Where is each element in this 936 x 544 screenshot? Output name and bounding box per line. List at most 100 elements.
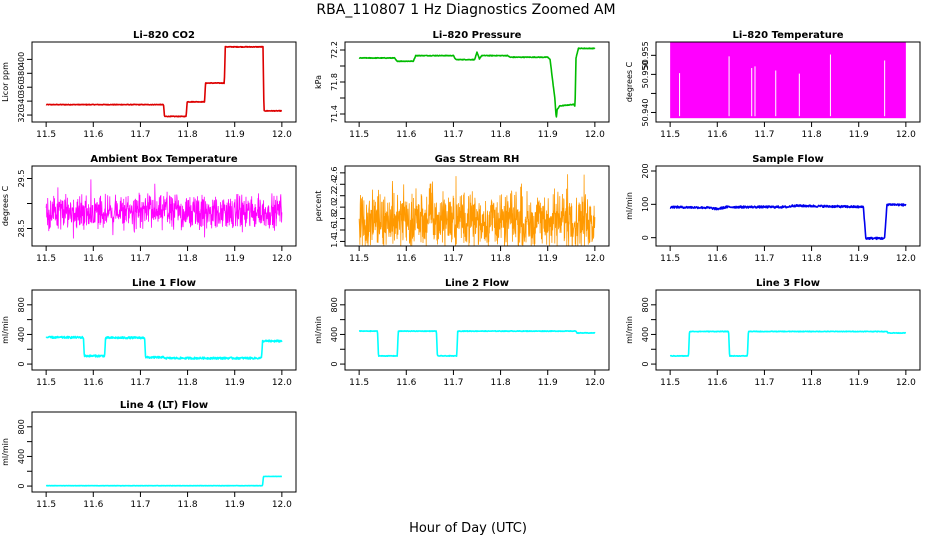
y-tick-label: 800	[330, 297, 339, 312]
x-tick-label: 12.0	[896, 254, 916, 264]
data-series-group	[670, 42, 906, 119]
x-tick-label: 11.6	[83, 254, 103, 264]
data-series-group	[358, 174, 596, 246]
x-tick-label: 11.5	[660, 378, 680, 388]
x-tick-label: 11.6	[707, 378, 727, 388]
chart-title: Line 3 Flow	[756, 278, 820, 289]
chart-panel-2: Li–820 Pressure kPa 11.5 11.6 11.7 11.8 11.9 12…	[314, 30, 610, 140]
data-series	[45, 179, 283, 239]
data-series-group	[45, 179, 283, 239]
x-tick-label: 11.8	[802, 378, 822, 388]
y-tick-label: 200	[641, 163, 650, 178]
y-tick-label: 100	[641, 197, 650, 212]
y-tick-label: 800	[17, 297, 26, 312]
y-tick-label: 2.2	[330, 189, 339, 202]
chart-title: Li–820 Pressure	[433, 30, 522, 41]
data-series	[358, 47, 596, 118]
x-tick-label: 11.8	[491, 130, 511, 140]
chart-title: Li–820 Temperature	[732, 30, 843, 41]
chart-title: Line 2 Flow	[445, 278, 509, 289]
data-series	[45, 335, 283, 360]
x-tick-label: 11.5	[36, 254, 56, 264]
x-tick-label: 11.5	[36, 500, 56, 510]
y-tick-label: 320	[17, 107, 26, 122]
x-tick-label: 11.9	[849, 378, 869, 388]
x-tick-label: 11.9	[225, 254, 245, 264]
y-tick-label: 50.950	[641, 60, 650, 88]
plot-frame	[344, 289, 610, 371]
chart-title: Line 4 (LT) Flow	[120, 400, 208, 411]
data-series-group	[358, 329, 596, 358]
y-tick-label: 1.6	[330, 224, 339, 237]
x-tick-label: 11.7	[130, 254, 150, 264]
data-band	[670, 42, 906, 119]
figure-xlabel: Hour of Day (UTC)	[409, 521, 527, 536]
x-tick-label: 11.5	[349, 130, 369, 140]
x-tick-label: 12.0	[585, 254, 605, 264]
x-tick-label: 11.8	[491, 254, 511, 264]
chart-title: Line 1 Flow	[132, 278, 196, 289]
chart-title: Sample Flow	[752, 154, 824, 165]
x-tick-label: 11.5	[36, 378, 56, 388]
panels-group: Li–820 CO2 Licor ppm 11.5 11.6 11.7 11.8 11.9 1…	[1, 30, 921, 510]
x-tick-label: 11.9	[225, 130, 245, 140]
chart-panel-1: Li–820 CO2 Licor ppm 11.5 11.6 11.7 11.8 11.9 1…	[1, 30, 297, 140]
x-tick-label: 11.7	[443, 130, 463, 140]
x-tick-label: 11.9	[225, 378, 245, 388]
x-tick-label: 11.6	[83, 378, 103, 388]
y-tick-label: 2.0	[330, 201, 339, 214]
plot-frame	[31, 289, 297, 371]
x-tick-label: 11.8	[178, 500, 198, 510]
data-series-group	[669, 330, 907, 358]
y-tick-label: 72.2	[330, 41, 339, 59]
data-series-group	[45, 45, 283, 118]
y-tick-label: 1.4	[330, 235, 339, 248]
y-tick-label: 0	[641, 235, 650, 240]
data-series-group	[669, 203, 907, 241]
data-series	[669, 203, 907, 241]
y-axis-label: degrees C	[625, 61, 634, 102]
chart-title: Ambient Box Temperature	[90, 154, 237, 165]
data-series	[669, 330, 907, 358]
x-tick-label: 11.7	[754, 254, 774, 264]
x-tick-label: 11.7	[754, 130, 774, 140]
x-tick-label: 11.5	[660, 130, 680, 140]
data-series	[45, 475, 283, 487]
y-tick-label: 800	[641, 297, 650, 312]
plot-frame	[31, 165, 297, 247]
y-tick-label: 0	[17, 484, 26, 489]
x-tick-label: 11.9	[538, 378, 558, 388]
data-series-group	[45, 475, 283, 487]
y-tick-label: 800	[17, 419, 26, 434]
x-tick-label: 11.8	[802, 130, 822, 140]
y-tick-label: 400	[17, 327, 26, 342]
x-tick-label: 11.7	[443, 254, 463, 264]
chart-panel-7: Line 1 Flow ml/min 11.5 11.6 11.7 11.8 11.9 12.…	[1, 278, 297, 388]
x-tick-label: 11.9	[225, 500, 245, 510]
x-tick-label: 11.8	[802, 254, 822, 264]
y-tick-label: 340	[17, 93, 26, 108]
x-tick-label: 11.6	[83, 130, 103, 140]
chart-panel-8: Line 2 Flow ml/min 11.5 11.6 11.7 11.8 11.9 12.…	[314, 278, 610, 388]
x-tick-label: 11.5	[660, 254, 680, 264]
plot-frame	[655, 41, 921, 123]
x-tick-label: 11.7	[130, 378, 150, 388]
x-tick-label: 11.8	[178, 130, 198, 140]
x-tick-label: 12.0	[272, 378, 292, 388]
y-tick-label: 1.8	[330, 212, 339, 225]
x-tick-label: 12.0	[896, 130, 916, 140]
data-series-group	[45, 335, 283, 360]
chart-panel-10: Line 4 (LT) Flow ml/min 11.5 11.6 11.7 11.8 11…	[1, 400, 297, 510]
y-axis-label: ml/min	[625, 316, 634, 344]
data-series	[45, 45, 283, 118]
y-tick-label: 0	[17, 362, 26, 367]
chart-panel-9: Line 3 Flow ml/min 11.5 11.6 11.7 11.8 11.9 12.…	[625, 278, 921, 388]
y-tick-label: 50.955	[641, 41, 650, 69]
x-tick-label: 11.9	[538, 254, 558, 264]
y-axis-label: ml/min	[314, 316, 323, 344]
chart-panel-6: Sample Flow ml/min 11.5 11.6 11.7 11.8 11.9 12.…	[625, 154, 921, 264]
x-tick-label: 11.8	[491, 378, 511, 388]
x-tick-label: 11.9	[538, 130, 558, 140]
chart-title: Gas Stream RH	[435, 154, 520, 165]
y-tick-label: 360	[17, 80, 26, 95]
